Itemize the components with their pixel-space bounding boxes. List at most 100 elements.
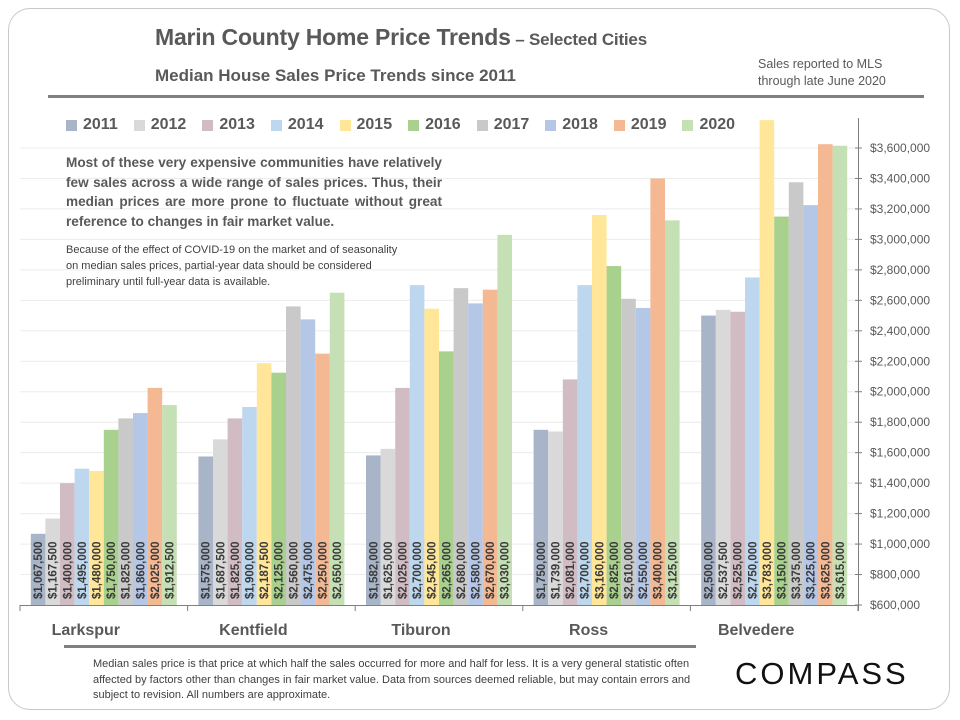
bar-ross-2020 [665,220,680,605]
bar-value-label: $2,525,000 [733,541,745,599]
bar-value-label: $3,783,000 [762,541,774,599]
bar-value-label: $1,625,000 [383,541,395,599]
bar-belvedere-2018 [803,205,818,605]
legend-swatch [270,119,282,131]
chart-subtitle: Median House Sales Price Trends since 20… [155,66,516,85]
bar-value-label: $2,081,000 [565,541,577,599]
category-label-ross: Ross [569,622,608,639]
bar-value-label: $1,912,500 [165,541,177,599]
legend-swatch [339,119,351,131]
legend-item-2017: 2017 [476,116,530,134]
bar-value-label: $1,687,500 [215,541,227,599]
title-suffix: – Selected Cities [510,30,647,49]
bar-value-label: $2,187,500 [259,541,271,599]
y-tick-label: $2,600,000 [870,293,930,307]
bar-value-label: $1,167,500 [48,541,60,599]
bar-belvedere-2020 [832,145,848,605]
y-tick-label: $1,600,000 [870,446,930,460]
bar-value-label: $1,480,000 [92,541,104,599]
bar-tiburon-2013 [395,387,410,605]
note-line-2: through late June 2020 [758,74,886,88]
bar-tiburon-2012 [380,448,396,605]
bar-value-label: $2,550,000 [638,541,650,599]
legend-label: 2014 [287,116,324,133]
legend-item-2015: 2015 [339,116,392,134]
bar-value-label: $2,500,000 [704,541,716,599]
legend-swatch [613,119,625,131]
bar-kentfield-2017 [286,306,301,605]
bar-kentfield-2013 [227,418,243,605]
legend-swatch [476,119,488,131]
bar-belvedere-2019 [818,144,833,606]
bar-tiburon-2016 [439,351,454,605]
chart-title: Marin County Home Price Trends – Selecte… [155,24,647,51]
bar-larkspur-2015 [89,470,104,605]
legend-item-2020: 2020 [682,116,735,134]
compass-logo: COMPASS [735,656,909,691]
bar-value-label: $1,750,000 [536,541,548,599]
bar-kentfield-2020 [329,292,345,605]
bar-kentfield-2016 [271,372,286,605]
category-label-belvedere: Belvedere [718,622,795,639]
bar-value-label: $2,670,000 [485,541,497,599]
bar-larkspur-2020 [162,405,177,605]
bar-ross-2011 [533,429,549,605]
bar-value-label: $1,400,000 [62,541,74,599]
bar-ross-2017 [621,298,636,605]
bar-value-label: $2,680,000 [456,541,468,599]
bar-tiburon-2018 [468,303,483,605]
footer-divider [64,645,696,648]
bar-value-label: $1,750,000 [106,541,118,599]
bar-belvedere-2016 [774,216,789,606]
bar-ross-2012 [548,431,563,605]
bar-value-label: $1,739,000 [551,541,563,599]
bar-belvedere-2015 [759,120,775,606]
legend-swatch [682,119,694,131]
bar-value-label: $3,225,000 [806,541,818,599]
bar-value-label: $1,860,000 [135,541,147,599]
bar-tiburon-2011 [366,455,381,605]
category-label-larkspur: Larkspur [52,622,120,639]
legend-item-2019: 2019 [613,116,666,134]
legend-swatch [133,119,145,131]
legend-swatch [408,119,420,131]
bar-value-label: $3,150,000 [777,541,789,599]
bar-value-label: $2,025,000 [150,541,162,599]
legend-label: 2017 [493,116,530,133]
bar-ross-2016 [606,266,622,605]
callout-covid-note: Because of the effect of COVID-19 on the… [66,244,398,288]
legend-label: 2018 [562,116,598,133]
y-tick-label: $3,600,000 [870,141,930,155]
bar-value-label: $3,375,000 [791,541,803,599]
bar-value-label: $1,825,000 [121,541,133,599]
legend-item-2012: 2012 [133,116,186,134]
bar-value-label: $2,610,000 [624,541,636,599]
bar-ross-2013 [562,379,578,605]
bar-value-label: $1,495,000 [77,541,89,599]
bar-larkspur-2017 [118,418,133,605]
y-tick-label: $800,000 [870,568,920,582]
legend-item-2013: 2013 [202,116,255,134]
bar-value-label: $3,615,000 [835,541,847,599]
bar-ross-2014 [577,285,592,605]
bar-belvedere-2013 [730,311,745,605]
note-line-1: Sales reported to MLS [758,57,883,71]
y-tick-label: $3,400,000 [870,171,930,185]
category-label-kentfield: Kentfield [219,622,287,639]
footnote: Median sales price is that price at whic… [93,658,691,701]
bar-value-label: $3,125,000 [667,541,679,599]
legend-swatch [66,119,77,131]
bar-value-label: $1,825,000 [230,541,242,599]
bar-value-label: $2,650,000 [332,541,344,599]
legend-label: 2020 [699,116,736,133]
bar-value-label: $2,700,000 [580,541,592,599]
legend-label: 2011 [83,116,118,133]
title-main: Marin County Home Price Trends [155,24,511,50]
callout-main-text: Most of these very expensive communities… [66,155,442,229]
y-tick-label: $3,000,000 [870,232,930,246]
bar-value-label: $2,537,500 [718,541,730,599]
chart-frame [8,8,950,710]
bar-ross-2018 [635,307,651,605]
y-tick-label: $2,400,000 [870,324,930,338]
legend-swatch [202,119,214,131]
